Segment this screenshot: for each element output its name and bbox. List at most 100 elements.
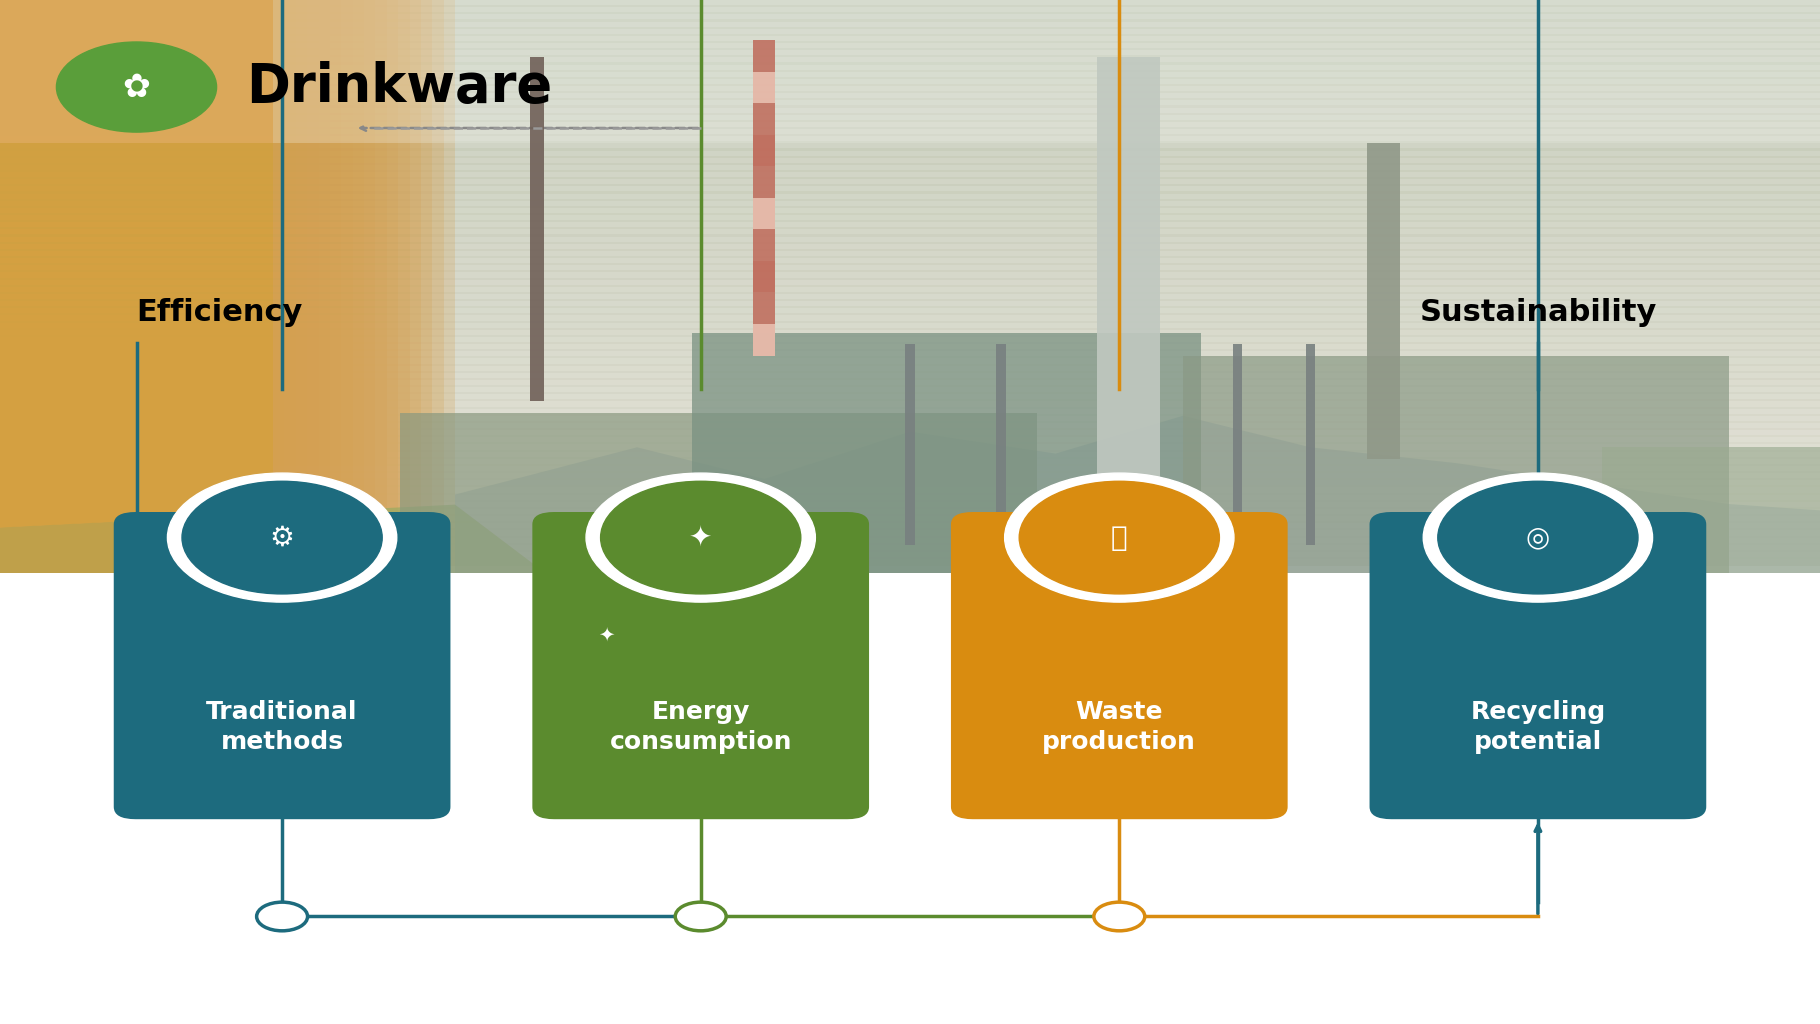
Bar bbox=[0, 105, 1820, 115]
Bar bbox=[0, 206, 1820, 215]
Text: ✦: ✦ bbox=[690, 523, 712, 552]
FancyBboxPatch shape bbox=[1369, 512, 1707, 819]
Bar bbox=[0, 0, 91, 573]
Bar bbox=[0, 256, 1820, 265]
Bar bbox=[0, 163, 1820, 172]
Bar bbox=[0, 220, 1820, 229]
Bar bbox=[0, 0, 35, 573]
Text: ⚙: ⚙ bbox=[269, 523, 295, 552]
Bar bbox=[0, 227, 1820, 237]
Bar bbox=[0, 0, 399, 573]
Bar bbox=[0, 0, 217, 573]
Text: ◎: ◎ bbox=[1525, 523, 1551, 552]
Text: Recycling
potential: Recycling potential bbox=[1471, 700, 1605, 754]
Bar bbox=[0, 0, 147, 573]
Bar bbox=[0, 270, 1820, 280]
Bar bbox=[0, 356, 1820, 366]
Bar bbox=[0, 485, 1820, 495]
Circle shape bbox=[182, 481, 382, 594]
Bar bbox=[0, 0, 318, 573]
Bar bbox=[0, 557, 1820, 566]
Bar bbox=[692, 333, 1201, 573]
Circle shape bbox=[56, 42, 217, 132]
Bar bbox=[753, 72, 775, 103]
Bar bbox=[0, 0, 273, 573]
Bar bbox=[0, 435, 1820, 444]
Bar bbox=[0, 428, 1820, 437]
Circle shape bbox=[1005, 473, 1234, 602]
Bar bbox=[0, 0, 342, 573]
Bar bbox=[0, 234, 1820, 244]
Bar bbox=[0, 528, 1820, 538]
Bar bbox=[753, 40, 775, 355]
Bar bbox=[0, 0, 171, 573]
Bar bbox=[0, 263, 1820, 272]
Bar bbox=[0, 471, 1820, 480]
Bar bbox=[0, 514, 1820, 523]
Bar bbox=[0, 378, 1820, 387]
Bar bbox=[1234, 344, 1241, 545]
Bar bbox=[997, 344, 1006, 545]
Bar bbox=[0, 0, 273, 573]
Bar bbox=[0, 385, 1820, 394]
Bar bbox=[0, 478, 1820, 487]
Bar bbox=[0, 199, 1820, 208]
Bar bbox=[0, 0, 444, 573]
Bar bbox=[0, 0, 46, 573]
Bar bbox=[0, 349, 1820, 358]
Circle shape bbox=[1094, 902, 1145, 931]
Bar bbox=[0, 141, 1820, 151]
Bar bbox=[0, 0, 273, 573]
Text: ⧗: ⧗ bbox=[1110, 523, 1128, 552]
Circle shape bbox=[257, 902, 308, 931]
Bar bbox=[0, 213, 1820, 222]
Bar bbox=[1367, 143, 1400, 459]
Bar bbox=[0, 170, 1820, 179]
Bar bbox=[1307, 344, 1314, 545]
Bar bbox=[0, 0, 273, 573]
Polygon shape bbox=[455, 416, 1820, 573]
Bar bbox=[0, 0, 204, 573]
Bar bbox=[0, 0, 273, 573]
Bar bbox=[0, 0, 193, 573]
Bar bbox=[0, 0, 56, 573]
Bar bbox=[0, 0, 69, 573]
Circle shape bbox=[167, 473, 397, 602]
Bar bbox=[0, 507, 1820, 516]
Bar bbox=[0, 0, 262, 573]
Bar bbox=[0, 0, 284, 573]
Bar bbox=[0, 0, 308, 573]
Bar bbox=[0, 414, 1820, 423]
Bar bbox=[0, 0, 1820, 7]
Bar bbox=[0, 457, 1820, 466]
Bar bbox=[0, 0, 420, 573]
Bar bbox=[0, 0, 160, 573]
Bar bbox=[0, 0, 11, 573]
Bar bbox=[0, 0, 455, 573]
Bar bbox=[753, 261, 775, 293]
Bar bbox=[0, 371, 1820, 380]
Bar bbox=[0, 0, 433, 573]
Bar bbox=[0, 278, 1820, 287]
Bar bbox=[0, 421, 1820, 430]
Bar bbox=[0, 493, 1820, 502]
Bar bbox=[0, 191, 1820, 201]
Bar bbox=[0, 70, 1820, 79]
Bar bbox=[530, 57, 544, 401]
Bar bbox=[0, 120, 1820, 129]
Bar bbox=[0, 27, 1820, 36]
Circle shape bbox=[1438, 481, 1638, 594]
Bar bbox=[0, 0, 273, 573]
Bar bbox=[0, 91, 1820, 100]
Bar bbox=[0, 392, 1820, 401]
FancyBboxPatch shape bbox=[533, 512, 870, 819]
Text: Drinkware: Drinkware bbox=[246, 61, 551, 113]
Circle shape bbox=[675, 902, 726, 931]
Bar bbox=[0, 0, 80, 573]
Text: Sustainability: Sustainability bbox=[1420, 298, 1656, 327]
Bar bbox=[0, 0, 273, 573]
Bar bbox=[0, 0, 273, 573]
Bar bbox=[0, 0, 375, 573]
Circle shape bbox=[1019, 481, 1219, 594]
Bar bbox=[0, 0, 228, 573]
